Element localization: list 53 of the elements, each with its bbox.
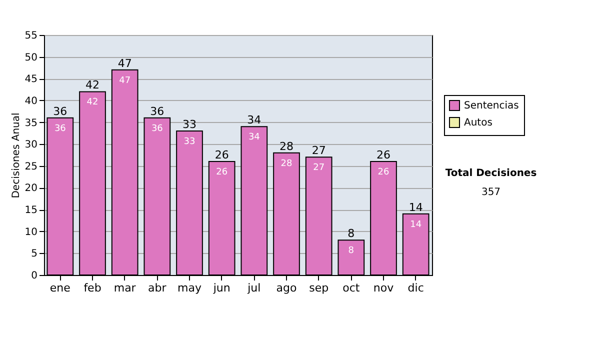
data-label: 36 xyxy=(54,124,66,134)
y-tick-label: 5 xyxy=(31,248,38,260)
x-tick-label: dic xyxy=(408,282,424,294)
x-tick-label: ene xyxy=(50,282,71,294)
x-tick-label: ago xyxy=(276,282,297,294)
total-label: 27 xyxy=(312,144,326,158)
data-label: 26 xyxy=(216,168,228,178)
total-label: 34 xyxy=(247,114,262,127)
data-label: 27 xyxy=(313,163,325,174)
x-tick-label: jun xyxy=(212,282,230,294)
y-tick-label: 30 xyxy=(24,140,38,151)
legend-label: Sentencias xyxy=(464,100,519,112)
text: Total Decisiones xyxy=(445,168,537,179)
y-tick-label: 55 xyxy=(24,30,38,42)
x-tick-label: abr xyxy=(148,282,167,294)
x-tick-label: mar xyxy=(114,282,136,294)
total-label: 14 xyxy=(408,200,423,214)
total-label: 8 xyxy=(348,227,355,240)
y-tick-label: 20 xyxy=(24,183,38,194)
data-label: 28 xyxy=(280,158,292,169)
total-label: 33 xyxy=(182,118,196,131)
legend-label: Autos xyxy=(464,118,492,128)
y-tick-label: 50 xyxy=(24,52,38,64)
text: 357 xyxy=(481,187,501,198)
y-tick-label: 35 xyxy=(24,118,38,129)
data-label: 33 xyxy=(184,137,196,147)
y-tick-label: 40 xyxy=(24,96,38,107)
y-tick-label: 10 xyxy=(24,226,38,238)
total-label: 26 xyxy=(214,148,229,162)
x-tick-label: sep xyxy=(309,282,329,294)
data-label: 36 xyxy=(151,124,164,134)
data-label: 47 xyxy=(119,76,131,86)
y-tick-label: 25 xyxy=(24,161,38,172)
data-label: 26 xyxy=(378,168,390,178)
x-tick-label: oct xyxy=(342,282,360,294)
data-label: 42 xyxy=(86,98,98,108)
total-label: 47 xyxy=(118,56,132,70)
data-label: 8 xyxy=(348,246,354,256)
x-tick-label: jul xyxy=(246,282,261,294)
total-label: 36 xyxy=(53,104,68,118)
y-tick-label: 15 xyxy=(24,205,38,216)
data-label: 14 xyxy=(410,220,422,230)
x-tick-label: feb xyxy=(84,282,102,294)
total-label: 42 xyxy=(86,78,100,92)
data-label: 34 xyxy=(248,132,260,143)
x-tick-label: may xyxy=(178,282,202,294)
total-label: 28 xyxy=(280,140,294,153)
y-tick-label: 45 xyxy=(24,74,38,86)
y-tick-label: 0 xyxy=(31,270,38,282)
y-axis-title: Decisiones Anual xyxy=(10,112,22,198)
total-label: 36 xyxy=(150,104,164,118)
x-tick-label: nov xyxy=(373,282,394,294)
total-label: 26 xyxy=(376,148,390,162)
